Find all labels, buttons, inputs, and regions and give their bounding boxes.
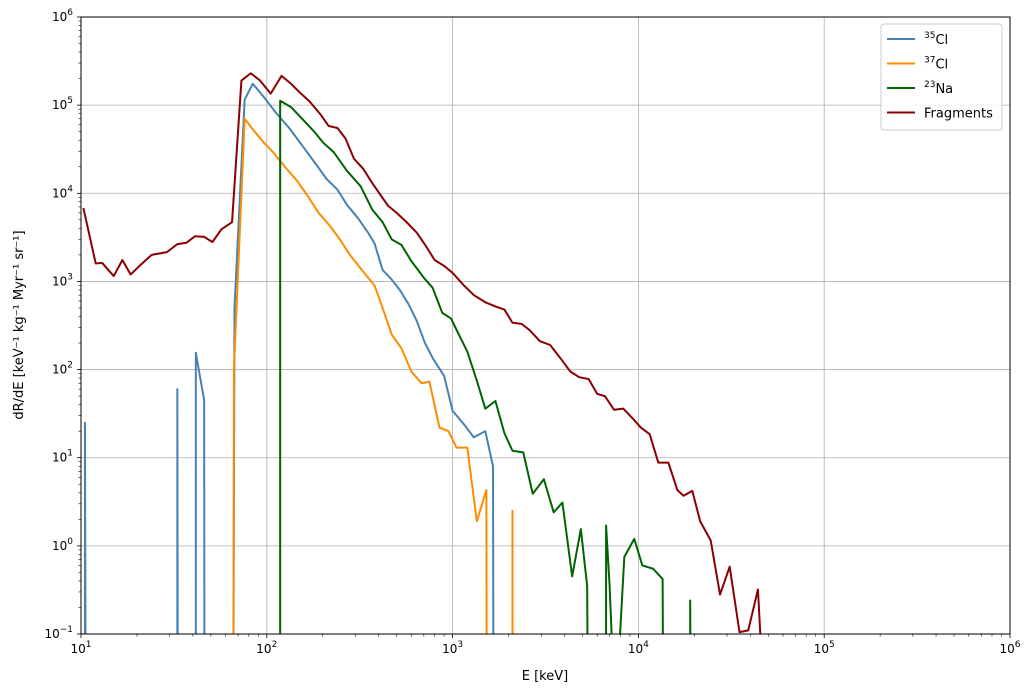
series-line-fragments [82,72,762,634]
x-tick-label: 105 [814,640,835,656]
plot-frame [80,16,1011,635]
x-tick-label: 102 [256,640,277,656]
series-line-cl-37 [232,117,514,634]
series-line-cl-35 [83,82,495,634]
y-tick-label: 104 [52,184,73,200]
y-tick-label: 106 [52,8,73,24]
x-tick-label: 106 [999,640,1020,656]
y-tick-label: 10−1 [44,625,73,641]
legend-entry-label: 37Cl [924,56,948,73]
legend-entry-label: 23Na [924,80,953,97]
y-tick-label: 103 [52,272,73,288]
legend-entry-label: Fragments [924,107,993,122]
y-tick-label: 102 [52,361,73,377]
y-axis-label: dR/dE [keV⁻¹ kg⁻¹ Myr⁻¹ sr⁻¹] [12,230,27,419]
series-line-na-23 [279,99,692,634]
x-tick-label: 101 [70,640,91,656]
x-tick-label: 104 [628,640,649,656]
legend: 35Cl 37Cl 23Na Fragments [880,23,1003,131]
x-axis-label: E [keV] [522,669,568,684]
y-tick-label: 101 [52,449,73,465]
y-tick-label: 105 [52,96,73,112]
legend-entry-label: 35Cl [924,31,948,48]
y-tick-label: 100 [52,537,73,553]
series-layer [82,72,762,634]
legend-box [880,23,1003,131]
ticks: 101 102 103 104 105 106 10−1 100 101 102 103 104 105… [44,8,1020,656]
x-tick-label: 103 [442,640,463,656]
